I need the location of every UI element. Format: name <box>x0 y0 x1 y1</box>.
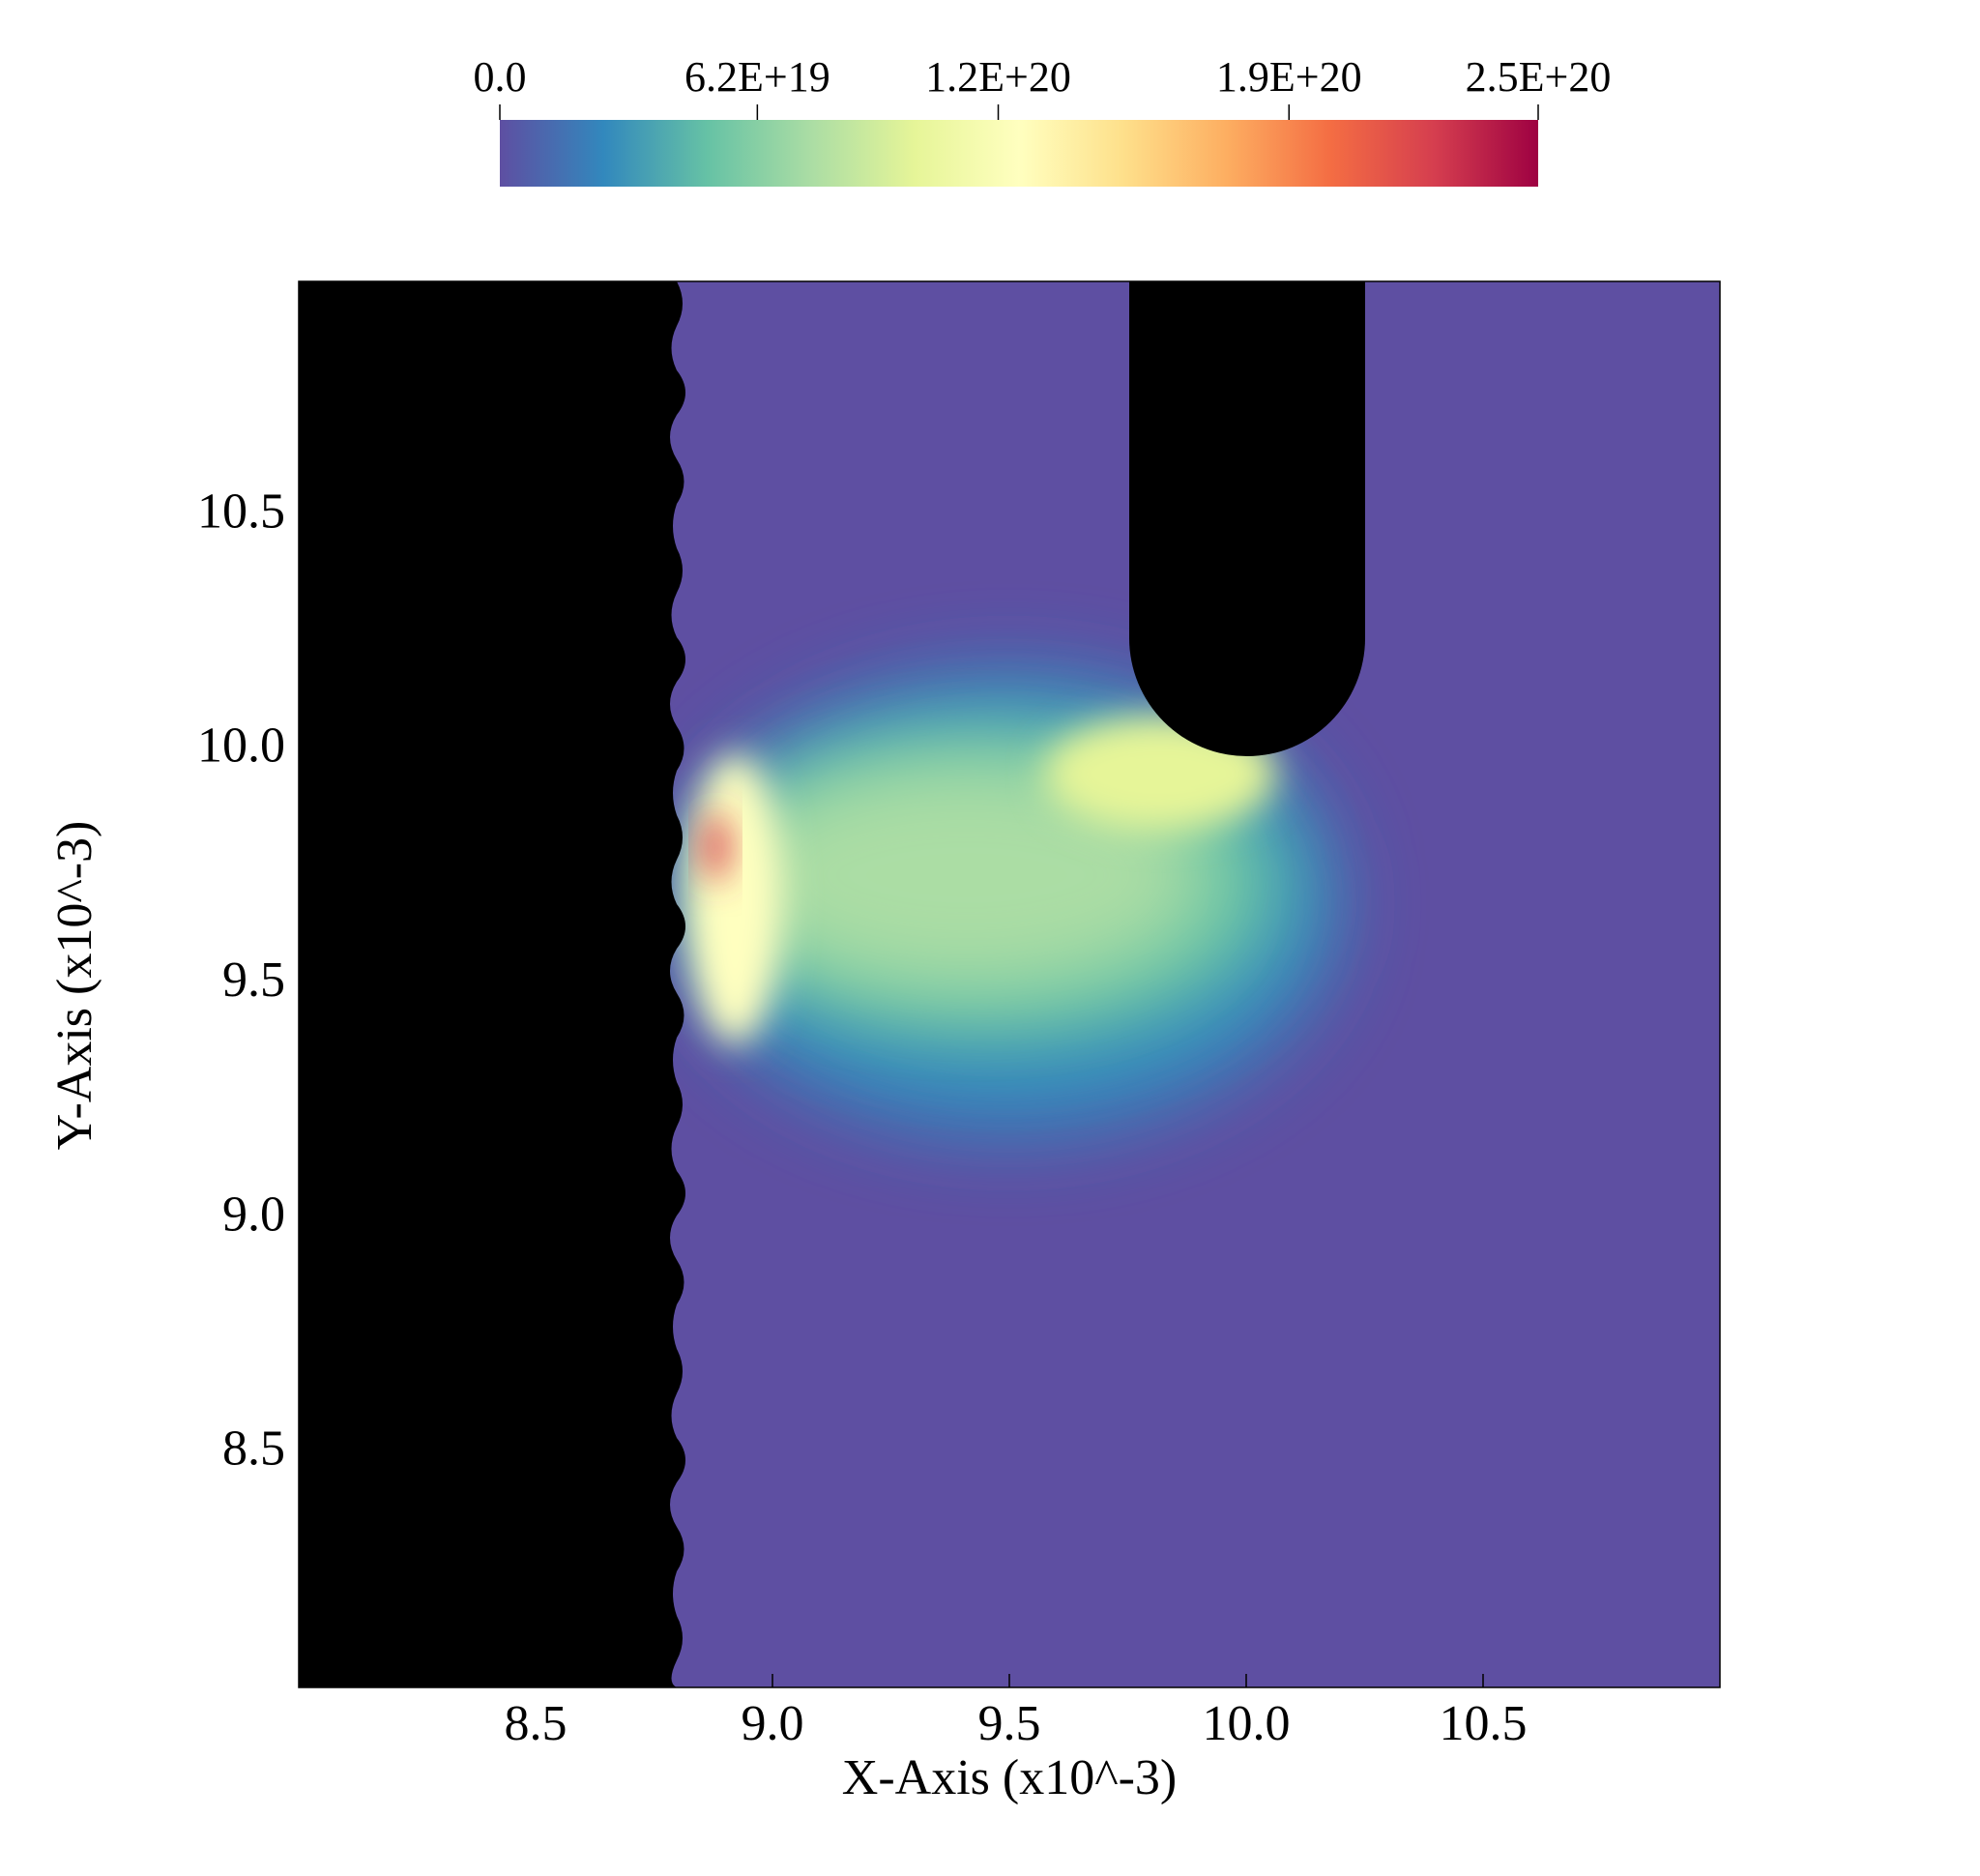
colorbar-tick-label: 1.9E+20 <box>1216 53 1362 101</box>
x-tick-label: 10.0 <box>1203 1696 1291 1751</box>
x-tick-label: 9.0 <box>742 1696 804 1751</box>
field <box>299 281 1720 1687</box>
colorbar-tick-label: 0.0 <box>474 53 527 101</box>
hot-spot <box>702 812 729 882</box>
x-axis-label: X-Axis (x10^-3) <box>842 1750 1177 1805</box>
x-tick-label: 9.5 <box>978 1696 1041 1751</box>
rod <box>1129 281 1365 756</box>
y-tick-label: 9.0 <box>222 1187 285 1242</box>
colorbar-tick-label: 2.5E+20 <box>1466 53 1612 101</box>
y-tick-label: 8.5 <box>222 1422 285 1477</box>
y-axis-label: Y-Axis (x10^-3) <box>47 821 102 1151</box>
plume <box>686 754 783 1044</box>
y-tick-label: 10.0 <box>197 718 285 774</box>
colorbar-tick-label: 6.2E+19 <box>684 53 830 101</box>
x-tick-label: 10.5 <box>1440 1696 1528 1751</box>
x-tick-label: 8.5 <box>505 1696 568 1751</box>
colorbar <box>500 120 1538 187</box>
colorbar-tick-label: 1.2E+20 <box>925 53 1071 101</box>
y-tick-label: 9.5 <box>222 953 285 1008</box>
solid-region <box>299 281 685 1687</box>
y-tick-label: 10.5 <box>197 484 285 539</box>
